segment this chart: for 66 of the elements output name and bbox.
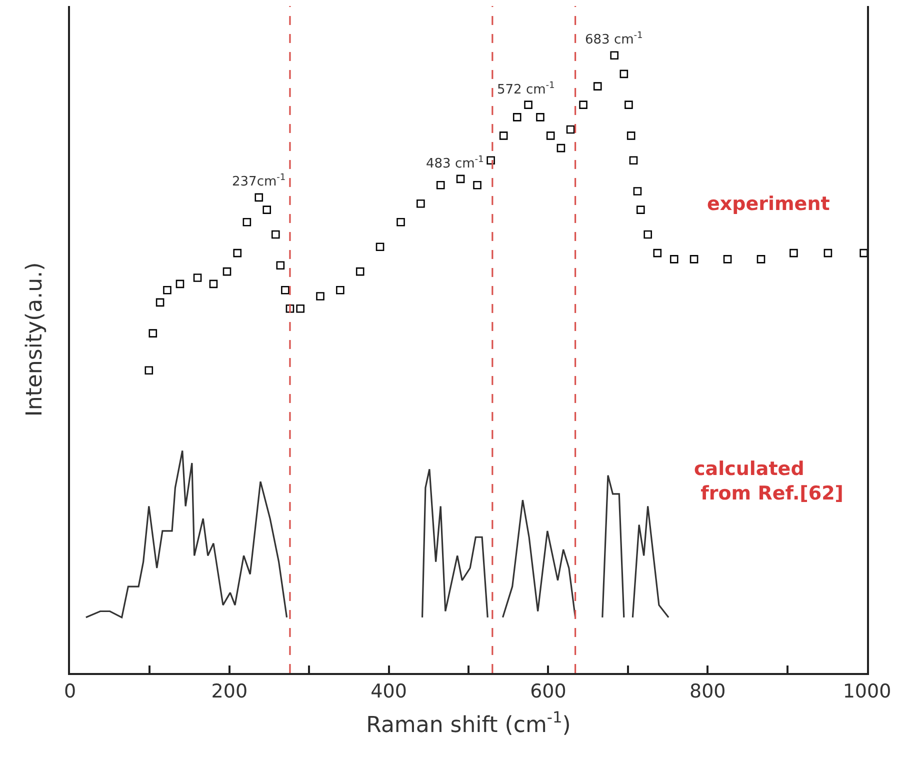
point xyxy=(271,230,280,239)
point xyxy=(144,366,154,375)
point xyxy=(396,218,405,226)
point xyxy=(536,113,544,122)
point xyxy=(262,206,272,214)
point xyxy=(416,199,425,208)
point xyxy=(356,267,364,276)
series-label: experiment xyxy=(707,193,830,215)
point xyxy=(233,248,242,258)
x-tick-label: 800 xyxy=(689,680,726,703)
point xyxy=(626,132,636,140)
point xyxy=(579,100,588,109)
point xyxy=(653,248,662,258)
point xyxy=(860,248,868,258)
x-tick-label: 400 xyxy=(370,680,407,703)
point xyxy=(620,70,628,78)
y-axis-title: Intensity(a.u.) xyxy=(22,262,48,417)
point xyxy=(723,255,732,264)
point xyxy=(644,230,652,239)
point xyxy=(566,125,575,134)
x-tick-label: 1000 xyxy=(842,680,892,703)
annotation: 237cm$^{-1}$ xyxy=(232,173,286,190)
point xyxy=(148,329,158,338)
point xyxy=(316,292,324,300)
point xyxy=(486,156,495,165)
point xyxy=(690,255,698,264)
point xyxy=(286,304,294,313)
point xyxy=(276,261,285,270)
text: calculated from Ref.[62] xyxy=(694,458,844,505)
point xyxy=(193,274,202,282)
point xyxy=(546,132,555,140)
point xyxy=(436,180,445,190)
annotation: 683 cm$^{-1}$ xyxy=(585,31,643,48)
point xyxy=(636,206,645,214)
point xyxy=(499,132,508,140)
point xyxy=(633,187,642,196)
point xyxy=(376,242,384,252)
x-tick-label: 200 xyxy=(211,680,248,703)
point xyxy=(176,280,184,288)
point xyxy=(790,248,798,258)
point xyxy=(610,51,618,60)
point xyxy=(824,248,832,258)
point xyxy=(629,156,638,165)
point xyxy=(254,193,264,202)
point xyxy=(524,100,532,109)
point xyxy=(473,180,482,190)
annotation: 572 cm$^{-1}$ xyxy=(497,81,555,98)
x-tick-label: 0 xyxy=(64,680,76,703)
point xyxy=(242,218,252,226)
point xyxy=(281,286,290,294)
point xyxy=(156,298,164,307)
point xyxy=(336,286,344,294)
x-tick-label: 600 xyxy=(530,680,566,703)
point xyxy=(296,304,304,313)
annotation: 483 cm$^{-1}$ xyxy=(426,155,484,172)
point xyxy=(456,174,465,184)
point xyxy=(209,280,218,288)
point xyxy=(222,267,232,276)
point xyxy=(670,255,678,264)
point xyxy=(512,113,522,122)
point xyxy=(593,82,602,90)
point xyxy=(556,144,566,152)
point xyxy=(163,286,172,294)
point xyxy=(756,255,766,264)
point xyxy=(624,100,633,109)
x-axis-title: Raman shift (cm$^{-1}$) xyxy=(366,708,571,738)
